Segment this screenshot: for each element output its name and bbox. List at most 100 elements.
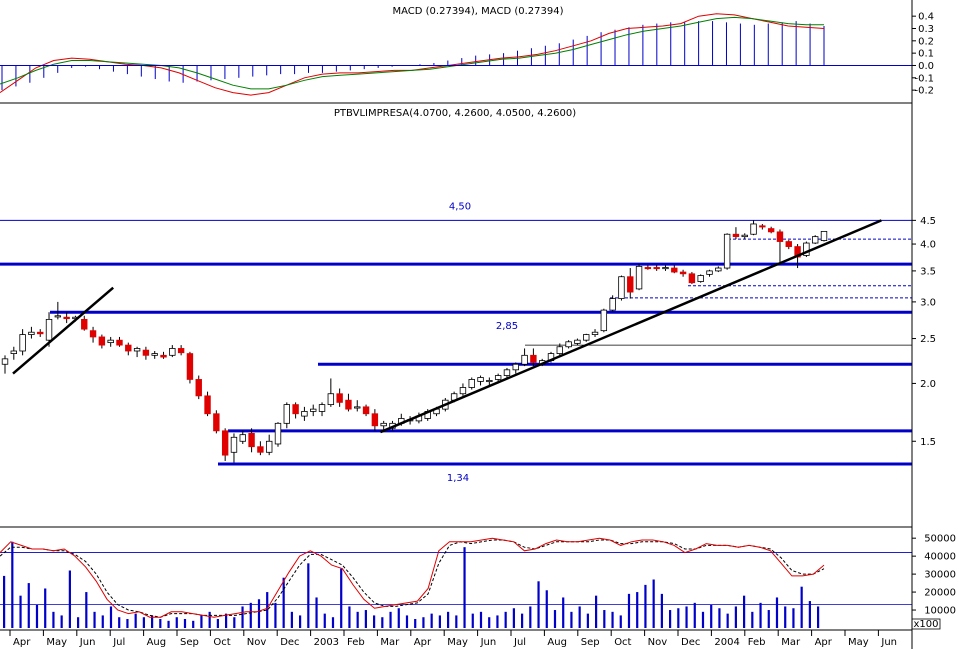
volume-bar — [685, 606, 688, 628]
candle-body — [371, 413, 379, 427]
support-resistance-lines: 4,50 2,85 1,34 — [0, 201, 912, 484]
candle-body — [811, 236, 819, 244]
volume-bar — [734, 606, 737, 628]
macd-tick-label: 0.3 — [918, 24, 934, 35]
candle-body — [521, 354, 528, 365]
volume-bar — [364, 610, 367, 628]
volume-bar — [701, 611, 705, 628]
volume-bar — [808, 601, 811, 628]
candle-body — [310, 408, 317, 412]
x-tick-label: Mar — [781, 637, 801, 648]
volume-bar — [348, 606, 351, 628]
candle-body — [653, 267, 660, 270]
macd-tick-label: 0.1 — [918, 49, 934, 60]
candle-body — [116, 339, 123, 346]
volume-tick-label: 40000 — [924, 552, 956, 563]
volume-bar — [479, 611, 483, 628]
candle-body — [318, 404, 326, 412]
volume-bar — [373, 615, 376, 628]
volume-bar — [167, 620, 170, 628]
price-tick-label: 2.0 — [920, 379, 936, 390]
candle-body — [107, 339, 114, 344]
candle-body — [732, 233, 740, 238]
x-tick-label: Apr — [13, 637, 31, 648]
volume-bar — [126, 619, 129, 628]
volume-y-axis: 50000 40000 30000 20000 10000 — [912, 534, 956, 617]
candle-body — [574, 339, 581, 344]
volume-bar — [644, 584, 647, 628]
price-y-axis: 4.5 4.0 3.5 3.0 2.5 2.0 1.5 — [912, 216, 936, 448]
x-tick-label: Aug — [547, 637, 567, 648]
candle-body — [336, 393, 343, 403]
volume-bar — [192, 620, 195, 628]
x-tick-label: Oct — [614, 637, 631, 648]
macd-panel: MACD (0.27394), MACD (0.27394) 0.40.30.2… — [0, 6, 934, 97]
volume-bar — [134, 613, 137, 628]
price-panel: PTBVLIMPRESA(4.0700, 4.2600, 4.0500, 4.2… — [0, 102, 936, 484]
candle-body — [688, 273, 696, 284]
price-tick-label: 4.0 — [920, 240, 936, 251]
volume-bar — [677, 608, 680, 628]
x-tick-label: Sep — [581, 637, 600, 648]
volume-bar — [447, 611, 450, 628]
volume-bar — [455, 615, 458, 628]
volume-bar — [52, 611, 55, 628]
volume-bar — [767, 610, 770, 628]
candle-body — [697, 275, 704, 282]
candle-body — [274, 422, 282, 445]
candle-body — [63, 316, 70, 320]
volume-bar — [315, 597, 318, 628]
volume-bar — [85, 592, 88, 628]
candle-body — [820, 230, 828, 241]
macd-tick-label: 0.4 — [918, 12, 934, 23]
x-axis: Apr May Jun Jul Aug Sep Oct Nov Dec 2003 Feb Mar Apr… — [0, 629, 912, 648]
candle-body — [186, 353, 194, 380]
volume-bar — [422, 617, 425, 628]
x-tick-label: Nov — [247, 637, 267, 648]
x-tick-label: Jul — [513, 637, 526, 648]
volume-bar — [142, 617, 145, 628]
volume-bar — [718, 608, 721, 628]
volume-bar — [405, 615, 409, 628]
candle-body — [177, 348, 185, 354]
price-tick-label: 3.0 — [920, 297, 936, 308]
candle-body — [265, 440, 273, 453]
volume-bar — [512, 608, 515, 628]
candle-body — [600, 309, 608, 332]
trendlines — [12, 219, 882, 434]
volume-bar — [323, 613, 326, 628]
volume-bar — [817, 606, 820, 628]
macd-title: MACD (0.27394), MACD (0.27394) — [393, 6, 564, 17]
level-label: 4,50 — [449, 201, 471, 212]
volume-tick-label: 50000 — [924, 534, 956, 545]
volume-bar — [225, 613, 228, 628]
price-tick-label: 1.5 — [920, 437, 936, 448]
volume-bar — [11, 541, 14, 628]
volume-bar — [356, 611, 359, 628]
x-tick-label: 2004 — [714, 637, 739, 648]
volume-bar — [331, 617, 335, 628]
candle-body — [28, 331, 35, 335]
candle-body — [248, 432, 255, 448]
candle-body — [715, 267, 722, 272]
candle-body — [503, 369, 511, 376]
volume-bar — [521, 613, 524, 628]
volume-bar — [586, 613, 589, 628]
candle-body — [10, 350, 18, 354]
volume-bar — [175, 617, 178, 628]
candle-body — [125, 344, 132, 352]
candle-body — [195, 379, 202, 397]
volume-bar — [60, 615, 63, 628]
x-tick-label: Dec — [681, 637, 700, 648]
volume-bar — [627, 593, 631, 628]
volume-bar — [381, 617, 384, 628]
volume-bar — [562, 597, 565, 628]
volume-bar — [471, 613, 474, 628]
volume-bar — [274, 602, 277, 628]
candle-body — [1, 358, 9, 365]
x-tick-label: May — [447, 637, 468, 648]
trendline — [12, 286, 115, 375]
level-label: 1,34 — [447, 473, 469, 484]
volume-bar — [249, 602, 252, 628]
